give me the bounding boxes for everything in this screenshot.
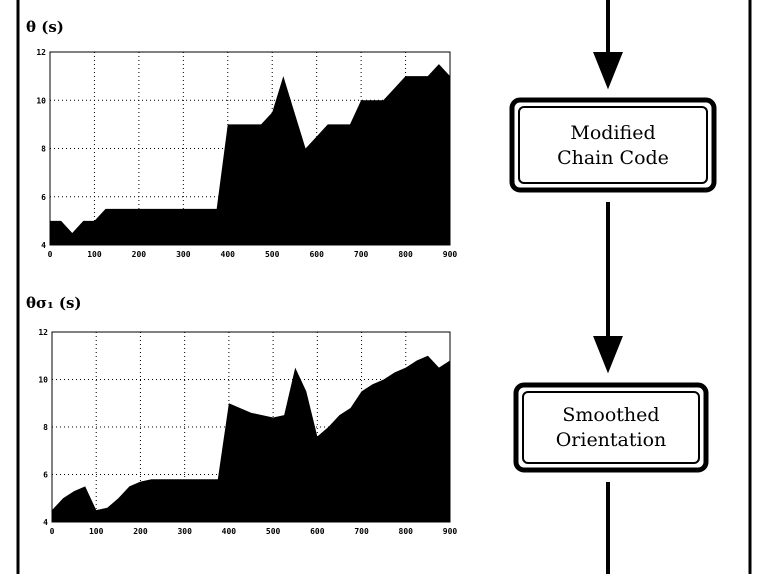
plot-border (51, 331, 451, 523)
y-tick-label: 8 (41, 145, 46, 154)
x-tick-label: 100 (89, 527, 104, 536)
area (52, 355, 450, 522)
chart-title: θ (s) (26, 18, 64, 36)
x-tick-label: 200 (132, 250, 147, 259)
y-tick-label: 8 (43, 423, 48, 432)
x-tick-label: 0 (48, 250, 53, 259)
x-tick-label: 500 (266, 527, 281, 536)
y-tick-label: 6 (41, 193, 46, 202)
x-tick-label: 900 (443, 527, 458, 536)
y-tick-label: 10 (36, 96, 46, 105)
y-tick-label: 12 (38, 328, 48, 337)
area (50, 64, 450, 245)
y-tick-label: 6 (43, 471, 48, 480)
chart-title: θσ₁ (s) (26, 294, 82, 312)
y-tick-label: 12 (36, 48, 46, 57)
x-tick-label: 800 (399, 527, 414, 536)
x-tick-label: 400 (221, 250, 236, 259)
x-tick-label: 900 (443, 250, 458, 259)
plot-border (49, 51, 451, 246)
y-tick-label: 10 (38, 376, 48, 385)
y-tick-label: 4 (41, 241, 46, 250)
x-tick-label: 200 (133, 527, 148, 536)
y-tick-label: 4 (43, 518, 48, 527)
x-tick-label: 500 (265, 250, 280, 259)
box-label: Smoothed (562, 404, 659, 426)
x-tick-label: 700 (354, 527, 369, 536)
x-tick-label: 800 (398, 250, 413, 259)
x-tick-label: 600 (310, 527, 325, 536)
x-tick-label: 0 (50, 527, 55, 536)
x-tick-label: 700 (354, 250, 369, 259)
box-label: Orientation (556, 429, 667, 451)
box-label: Modified (570, 122, 655, 144)
x-tick-label: 400 (222, 527, 237, 536)
x-tick-label: 100 (87, 250, 102, 259)
x-tick-label: 600 (309, 250, 324, 259)
box-label: Chain Code (557, 147, 669, 169)
flow (509, 0, 717, 574)
x-tick-label: 300 (177, 527, 192, 536)
x-tick-label: 300 (176, 250, 191, 259)
